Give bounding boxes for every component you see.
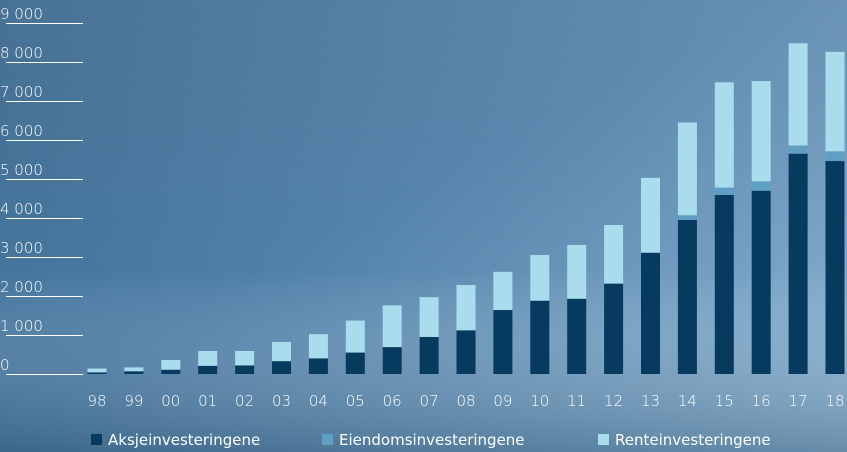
x-tick-label: 04 bbox=[309, 392, 328, 410]
x-tick-label: 18 bbox=[825, 392, 844, 410]
x-tick-label: 10 bbox=[530, 392, 549, 410]
bar-segment-aksjeinvesteringene bbox=[124, 371, 144, 374]
y-tick-label: 7 000 bbox=[0, 83, 43, 101]
bar-segment-aksjeinvesteringene bbox=[751, 190, 771, 374]
y-tick-label: 8 000 bbox=[0, 44, 43, 62]
bar-segment-renteinvesteringene bbox=[530, 255, 550, 301]
bar-segment-aksjeinvesteringene bbox=[308, 358, 328, 374]
bar-segment-renteinvesteringene bbox=[456, 285, 476, 331]
x-tick-label: 15 bbox=[715, 392, 734, 410]
bar-segment-aksjeinvesteringene bbox=[419, 336, 439, 374]
legend-swatch bbox=[598, 434, 609, 445]
bar-segment-aksjeinvesteringene bbox=[567, 298, 587, 374]
bar-segment-renteinvesteringene bbox=[714, 82, 734, 188]
x-tick-label: 05 bbox=[346, 392, 365, 410]
x-tick-label: 98 bbox=[87, 392, 106, 410]
y-tick-label: 3 000 bbox=[0, 239, 43, 257]
bar-segment-eiendomsinvesteringene bbox=[751, 181, 771, 191]
bar-segment-aksjeinvesteringene bbox=[456, 330, 476, 374]
x-tick-label: 17 bbox=[789, 392, 808, 410]
bar-segment-aksjeinvesteringene bbox=[382, 347, 402, 374]
bar-segment-renteinvesteringene bbox=[235, 350, 255, 366]
bar-segment-renteinvesteringene bbox=[198, 350, 218, 366]
x-tick-label: 07 bbox=[420, 392, 439, 410]
y-tick-label: 9 000 bbox=[0, 5, 43, 23]
legend-label: Renteinvesteringene bbox=[615, 431, 771, 449]
bar-segment-aksjeinvesteringene bbox=[235, 365, 255, 374]
bar-segment-aksjeinvesteringene bbox=[87, 372, 107, 374]
legend-swatch bbox=[91, 434, 102, 445]
legend-label: Eiendomsinvesteringene bbox=[339, 431, 525, 449]
legend-swatch bbox=[322, 434, 333, 445]
bar-segment-renteinvesteringene bbox=[825, 51, 845, 152]
bar-segment-renteinvesteringene bbox=[604, 225, 624, 284]
bar-segment-aksjeinvesteringene bbox=[641, 252, 660, 374]
bar-segment-aksjeinvesteringene bbox=[788, 153, 808, 374]
bar-segment-renteinvesteringene bbox=[419, 297, 439, 337]
legend: Aksjeinvesteringene Eiendomsinvesteringen… bbox=[91, 431, 771, 449]
x-tick-label: 12 bbox=[604, 392, 623, 410]
y-tick-label: 2 000 bbox=[0, 278, 43, 296]
legend-label: Aksjeinvesteringene bbox=[108, 431, 260, 449]
bar-segment-renteinvesteringene bbox=[641, 177, 660, 253]
y-tick-label: 6 000 bbox=[0, 122, 43, 140]
bar-segment-eiendomsinvesteringene bbox=[825, 151, 845, 162]
x-tick-label: 11 bbox=[567, 392, 586, 410]
x-tick-label: 09 bbox=[493, 392, 512, 410]
bar-segment-aksjeinvesteringene bbox=[198, 365, 218, 374]
bar-segment-renteinvesteringene bbox=[345, 320, 365, 353]
bar-segment-renteinvesteringene bbox=[677, 122, 697, 216]
x-tick-label: 01 bbox=[198, 392, 217, 410]
bar-segment-renteinvesteringene bbox=[493, 271, 513, 311]
bar-segment-renteinvesteringene bbox=[751, 81, 771, 182]
x-tick-label: 00 bbox=[161, 392, 180, 410]
bar-segment-renteinvesteringene bbox=[87, 368, 107, 373]
y-tick-label: 4 000 bbox=[0, 200, 43, 218]
bar-segment-renteinvesteringene bbox=[788, 43, 808, 146]
bar-segment-eiendomsinvesteringene bbox=[677, 215, 697, 220]
y-tick-label: 5 000 bbox=[0, 161, 43, 179]
bar-segment-aksjeinvesteringene bbox=[714, 194, 734, 374]
bar-segment-aksjeinvesteringene bbox=[825, 161, 845, 374]
x-tick-label: 06 bbox=[383, 392, 402, 410]
bar-segment-aksjeinvesteringene bbox=[493, 310, 513, 374]
bar-segment-eiendomsinvesteringene bbox=[714, 187, 734, 195]
bar-segment-aksjeinvesteringene bbox=[272, 361, 291, 374]
bar-segment-renteinvesteringene bbox=[161, 359, 181, 370]
bar-segment-renteinvesteringene bbox=[382, 305, 402, 348]
bar-segment-eiendomsinvesteringene bbox=[604, 283, 624, 284]
y-tick-label: 0 bbox=[0, 356, 10, 374]
bar-segment-aksjeinvesteringene bbox=[530, 300, 550, 374]
bar-segment-renteinvesteringene bbox=[308, 334, 328, 359]
bar-segment-renteinvesteringene bbox=[567, 244, 587, 299]
bar-segment-renteinvesteringene bbox=[124, 367, 144, 372]
bar-segment-eiendomsinvesteringene bbox=[788, 145, 808, 154]
x-tick-label: 14 bbox=[678, 392, 697, 410]
x-tick-label: 13 bbox=[641, 392, 660, 410]
bar-layer bbox=[87, 43, 845, 374]
bar-segment-aksjeinvesteringene bbox=[345, 352, 365, 374]
y-tick-label: 1 000 bbox=[0, 317, 43, 335]
x-tick-label: 08 bbox=[456, 392, 475, 410]
x-tick-label: 03 bbox=[272, 392, 291, 410]
x-tick-label: 02 bbox=[235, 392, 254, 410]
bar-segment-aksjeinvesteringene bbox=[677, 219, 697, 374]
x-tick-label: 16 bbox=[752, 392, 771, 410]
x-tick-label: 99 bbox=[124, 392, 143, 410]
bar-segment-aksjeinvesteringene bbox=[161, 369, 181, 374]
bar-segment-aksjeinvesteringene bbox=[604, 283, 624, 374]
bar-segment-renteinvesteringene bbox=[272, 342, 291, 362]
